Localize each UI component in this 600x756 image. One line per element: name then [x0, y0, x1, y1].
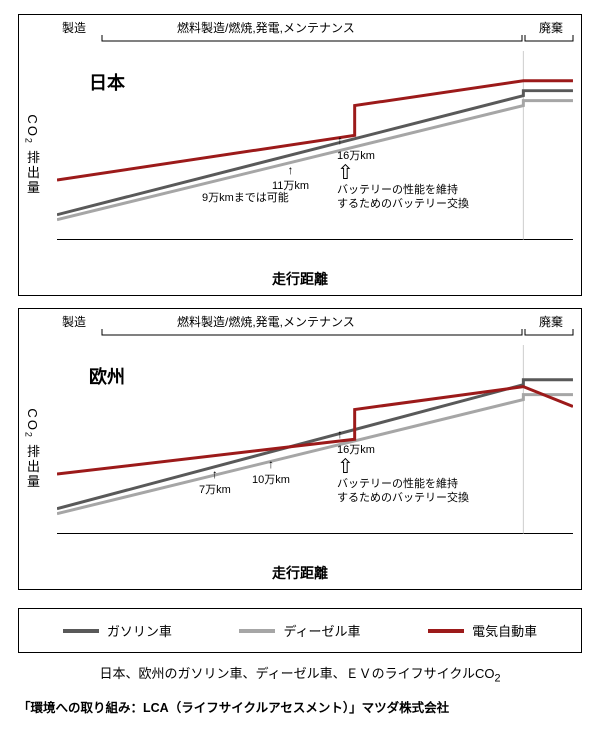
- swatch-diesel: [239, 629, 275, 633]
- phase-fuel: 燃料製造/燃焼,発電,メンテナンス: [177, 313, 355, 330]
- legend-ev: 電気自動車: [428, 621, 537, 640]
- phase-row: 製造 燃料製造/燃焼,発電,メンテナンス 廃棄: [57, 313, 573, 343]
- figure-caption: 日本、欧州のガソリン車、ディーゼル車、ＥＶのライフサイクルCO2: [10, 663, 590, 685]
- legend-gasoline: ガソリン車: [63, 621, 172, 640]
- phase-manufacture: 製造: [62, 19, 86, 36]
- y-axis-label: CO2 排出量: [23, 408, 42, 489]
- legend-label-ev: 電気自動車: [472, 621, 537, 640]
- x-axis-label: 走行距離: [272, 269, 328, 289]
- swatch-ev: [428, 629, 464, 633]
- chart-panel-欧州: CO2 排出量走行距離製造燃料製造/燃焼,発電,メンテナンス廃棄欧州↑10万km…: [18, 308, 582, 590]
- annotation-crossover-1: ↑10万km: [252, 457, 290, 487]
- phase-fuel: 燃料製造/燃焼,発電,メンテナンス: [177, 19, 355, 36]
- chart-panel-日本: CO2 排出量走行距離製造燃料製造/燃焼,発電,メンテナンス廃棄日本↑11万km…: [18, 14, 582, 296]
- annotation-battery-swap: ↑16万km⇧バッテリーの性能を維持するためのバッテリー交換: [337, 427, 497, 505]
- phase-bracket: [57, 329, 577, 343]
- phase-bracket: [57, 35, 577, 49]
- legend: ガソリン車 ディーゼル車 電気自動車: [18, 608, 582, 653]
- legend-label-gasoline: ガソリン車: [107, 621, 172, 640]
- legend-label-diesel: ディーゼル車: [283, 621, 360, 640]
- annotation-crossover-1: ↑11万km: [272, 163, 309, 193]
- legend-diesel: ディーゼル車: [239, 621, 360, 640]
- swatch-gasoline: [63, 629, 99, 633]
- phase-disposal: 廃棄: [539, 313, 563, 330]
- source-citation: 「環境への取り組み：LCA（ライフサイクルアセスメント）」マツダ株式会社: [18, 697, 590, 716]
- y-axis-label: CO2 排出量: [23, 114, 42, 195]
- annotation-crossover-note: 9万kmまでは可能: [202, 191, 289, 205]
- phase-disposal: 廃棄: [539, 19, 563, 36]
- annotation-battery-swap: ↑16万km⇧バッテリーの性能を維持するためのバッテリー交換: [337, 133, 497, 211]
- annotation-crossover-0: ↑7万km: [199, 467, 231, 497]
- x-axis-label: 走行距離: [272, 563, 328, 583]
- phase-row: 製造 燃料製造/燃焼,発電,メンテナンス 廃棄: [57, 19, 573, 49]
- phase-manufacture: 製造: [62, 313, 86, 330]
